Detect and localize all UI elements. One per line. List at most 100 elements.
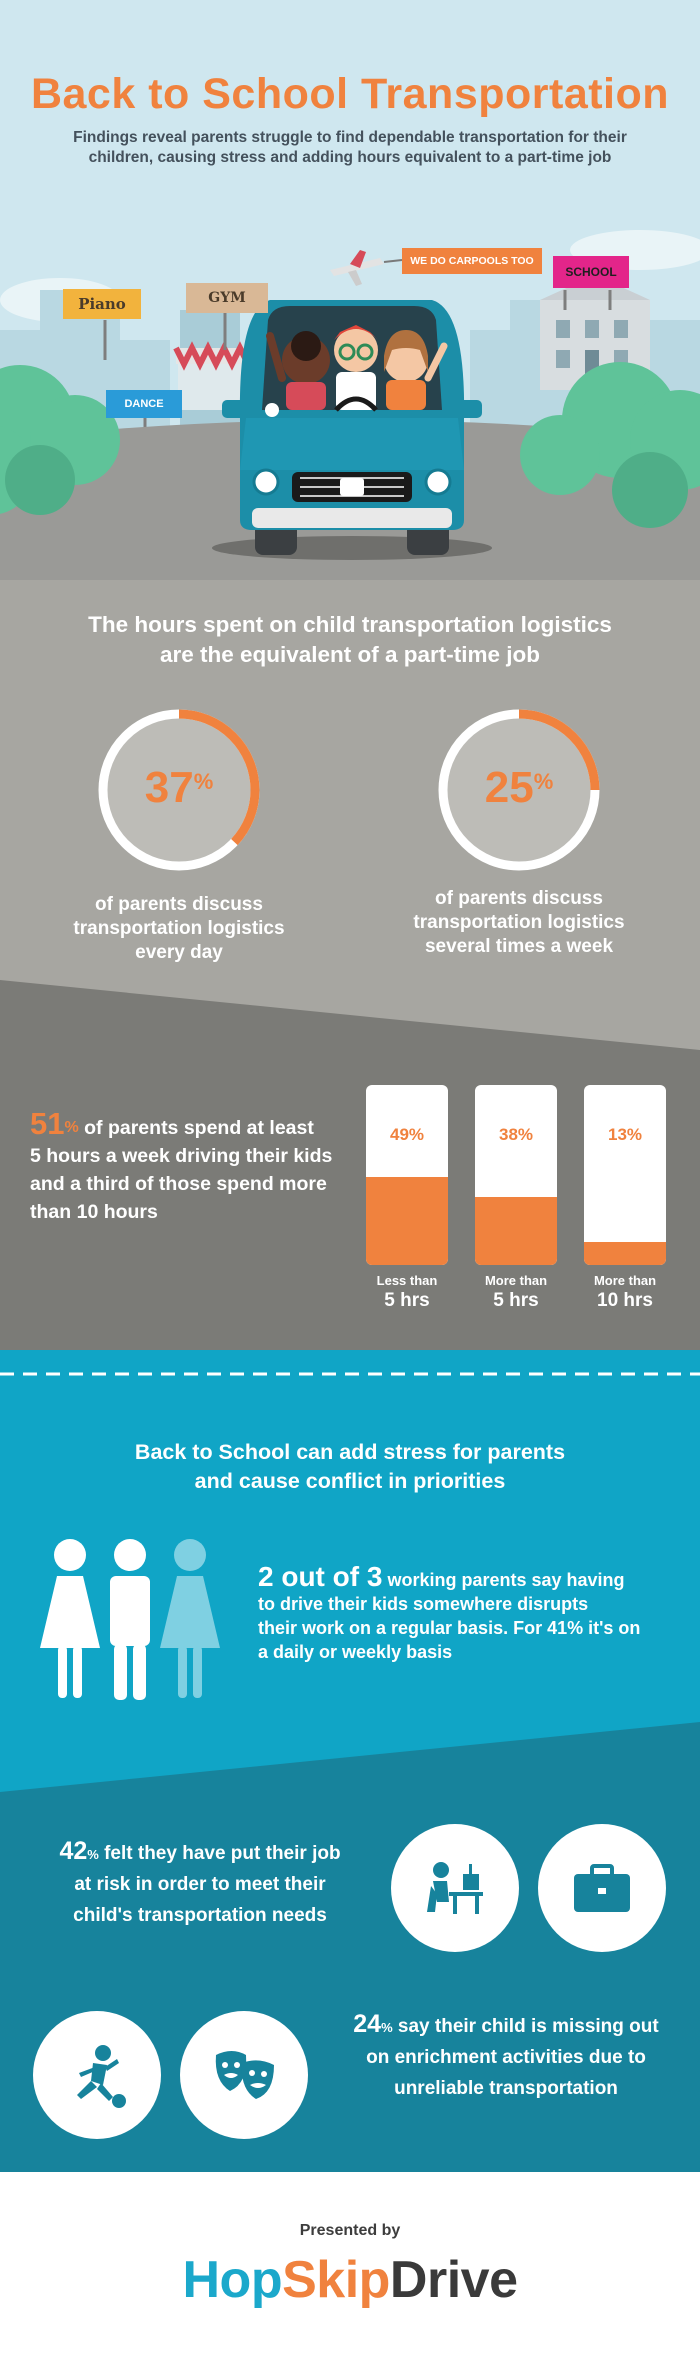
hours-bar-pct: 38%: [498, 1125, 534, 1144]
stress-background: [0, 1372, 700, 2172]
person-icon: [160, 1539, 220, 1698]
parent-figures: [40, 1539, 220, 1700]
two-of-three-stat: 2 out of 3 working parents say having to…: [258, 1563, 668, 1664]
bar-label-top: Less than: [376, 1273, 438, 1288]
sign-piano: Piano: [63, 289, 141, 319]
ring-value-daily-percent: %: [193, 769, 214, 794]
job-risk-pct: 42%: [59, 1837, 98, 1865]
ring-arc-weekly: [438, 709, 600, 871]
two-of-three-line4: a daily or weekly basis: [258, 1642, 453, 1662]
driving-stat-line4-pre: than: [30, 1201, 77, 1223]
two-of-three-line3: their work on a regular basis. For 41% i…: [258, 1618, 641, 1638]
ring-value-daily-number: 37: [144, 763, 194, 812]
carpool-banner: WE DO CARPOOLS TOO: [402, 248, 542, 274]
briefcase-icon-graphic: [574, 1864, 630, 1912]
bar-label-bottom: 5 hrs: [384, 1290, 430, 1311]
driving-stat-pct-sign: %: [64, 1119, 79, 1136]
driving-stat-text: 51% of parents spend at least 5 hours a …: [30, 1108, 360, 1226]
bar-label-top: More than: [593, 1273, 657, 1288]
hours-heading: The hours spent on child transportation …: [40, 610, 660, 670]
stress-heading-line1: Back to School can add stress for parent…: [134, 1440, 566, 1464]
driving-stat-line2: 5 hours a week driving their kids: [30, 1145, 333, 1167]
theater-masks-icon: [180, 2011, 308, 2139]
desk-worker-icon-graphic: [427, 1862, 483, 1914]
sign-gym: GYM: [186, 283, 268, 313]
hours-bar-fill: [366, 1177, 448, 1265]
two-of-three-big: 2 out of 3: [258, 1561, 383, 1592]
person-icon: [110, 1539, 150, 1700]
driving-stat-line3: and a third of those spend more: [30, 1173, 327, 1195]
two-of-three-line1-text: working parents say having: [382, 1570, 625, 1590]
hours-bar-more-than-5: 38%: [475, 1085, 557, 1265]
ring-value-weekly-number: 25: [484, 763, 534, 812]
ring-caption-weekly-line2: transportation logistics: [413, 912, 625, 933]
driving-stat-pct-number: 51: [30, 1106, 65, 1141]
job-risk-line1-text: felt they have put their job: [98, 1843, 341, 1864]
ring-value-weekly-percent: %: [533, 769, 554, 794]
hours-bar-fill: [475, 1197, 557, 1265]
hours-heading-line2: are the equivalent of a part-time job: [159, 642, 541, 667]
enrichment-stat: 24% say their child is missing out on en…: [336, 2009, 676, 2104]
hours-bar-fill: [584, 1242, 666, 1265]
ring-caption-daily-line1: of parents discuss: [95, 894, 263, 915]
job-risk-pct-number: 42: [59, 1837, 88, 1865]
stress-section: Back to School can add stress for parent…: [0, 1350, 700, 2172]
enrichment-pct: 24%: [353, 2010, 392, 2038]
soccer-player-icon: [33, 2011, 161, 2139]
job-risk-stat: 42% felt they have put their job at risk…: [20, 1836, 380, 1931]
ring-caption-daily-line2: transportation logistics: [73, 918, 285, 939]
bar-label-top: More than: [484, 1273, 548, 1288]
page-subtitle: Findings reveal parents struggle to find…: [73, 129, 627, 166]
hero-section: Back to School Transportation Findings r…: [0, 0, 700, 580]
sign-school: SCHOOL: [553, 256, 629, 288]
brand-logo[interactable]: HopSkipDrive: [0, 2250, 700, 2310]
enrichment-pct-number: 24: [353, 2010, 382, 2038]
soccer-player-icon-graphic: [77, 2045, 126, 2108]
hours-heading-line1: The hours spent on child transportation …: [88, 612, 612, 637]
driving-stat-pct: 51%: [30, 1106, 79, 1141]
sign-dance: DANCE: [106, 390, 182, 418]
job-risk-line1: 42% felt they have put their job: [20, 1836, 380, 1869]
two-of-three-line1: 2 out of 3 working parents say having: [258, 1563, 668, 1592]
stress-heading-line2: and cause conflict in priorities: [194, 1469, 506, 1493]
page-title: Back to School Transportation: [30, 70, 670, 118]
brand-logo-hop: Hop: [182, 2251, 283, 2309]
job-risk-line3: child's transportation needs: [73, 1905, 327, 1926]
hours-bar-less-than-5: 49%: [366, 1085, 448, 1265]
enrichment-line2: on enrichment activities due to: [366, 2047, 646, 2068]
ring-chart-daily-graphic: [98, 709, 260, 871]
ring-value-weekly: 25%: [434, 763, 604, 813]
bar-label-bottom: 10 hrs: [597, 1290, 653, 1311]
driving-stat-line4-bold: 10 hours: [76, 1201, 158, 1223]
presented-by-label: Presented by: [299, 2222, 401, 2239]
brand-logo-skip: Skip: [282, 2251, 390, 2309]
driving-stat-line1: 51% of parents spend at least: [30, 1108, 360, 1142]
desk-worker-icon: [391, 1824, 519, 1952]
enrichment-pct-sign: %: [381, 2020, 393, 2035]
hours-section: The hours spent on child transportation …: [0, 580, 700, 1350]
ring-caption-weekly-line1: of parents discuss: [435, 888, 603, 909]
enrichment-line3: unreliable transportation: [394, 2078, 618, 2099]
enrichment-line1: 24% say their child is missing out: [336, 2009, 676, 2042]
hours-bar-pct: 13%: [607, 1125, 643, 1144]
stress-heading: Back to School can add stress for parent…: [40, 1438, 660, 1496]
hours-bar-pct: 49%: [389, 1125, 425, 1144]
driving-stat-line1-text: of parents spend at least: [84, 1117, 314, 1139]
driving-stat-line4: than 10 hours: [30, 1198, 360, 1226]
brand-logo-drive: Drive: [389, 2251, 518, 2309]
ring-caption-weekly-line3: several times a week: [424, 936, 614, 957]
briefcase-icon: [538, 1824, 666, 1952]
person-icon: [40, 1539, 100, 1698]
bar-label-bottom: 5 hrs: [493, 1290, 539, 1311]
ring-value-daily: 37%: [94, 763, 264, 813]
ring-arc-daily: [98, 709, 260, 871]
ring-caption-weekly: of parents discuss transportation logist…: [409, 887, 629, 959]
two-of-three-line2: to drive their kids somewhere disrupts: [258, 1594, 589, 1614]
job-risk-pct-sign: %: [87, 1847, 99, 1862]
enrichment-line1-text: say their child is missing out: [392, 2016, 659, 2037]
ring-chart-weekly-graphic: [438, 709, 600, 871]
job-risk-line2: at risk in order to meet their: [74, 1874, 326, 1895]
theater-masks-icon-graphic: [215, 2051, 274, 2099]
footer: Presented by HopSkipDrive: [0, 2172, 700, 2356]
ring-chart-weekly: 25%: [434, 705, 604, 875]
